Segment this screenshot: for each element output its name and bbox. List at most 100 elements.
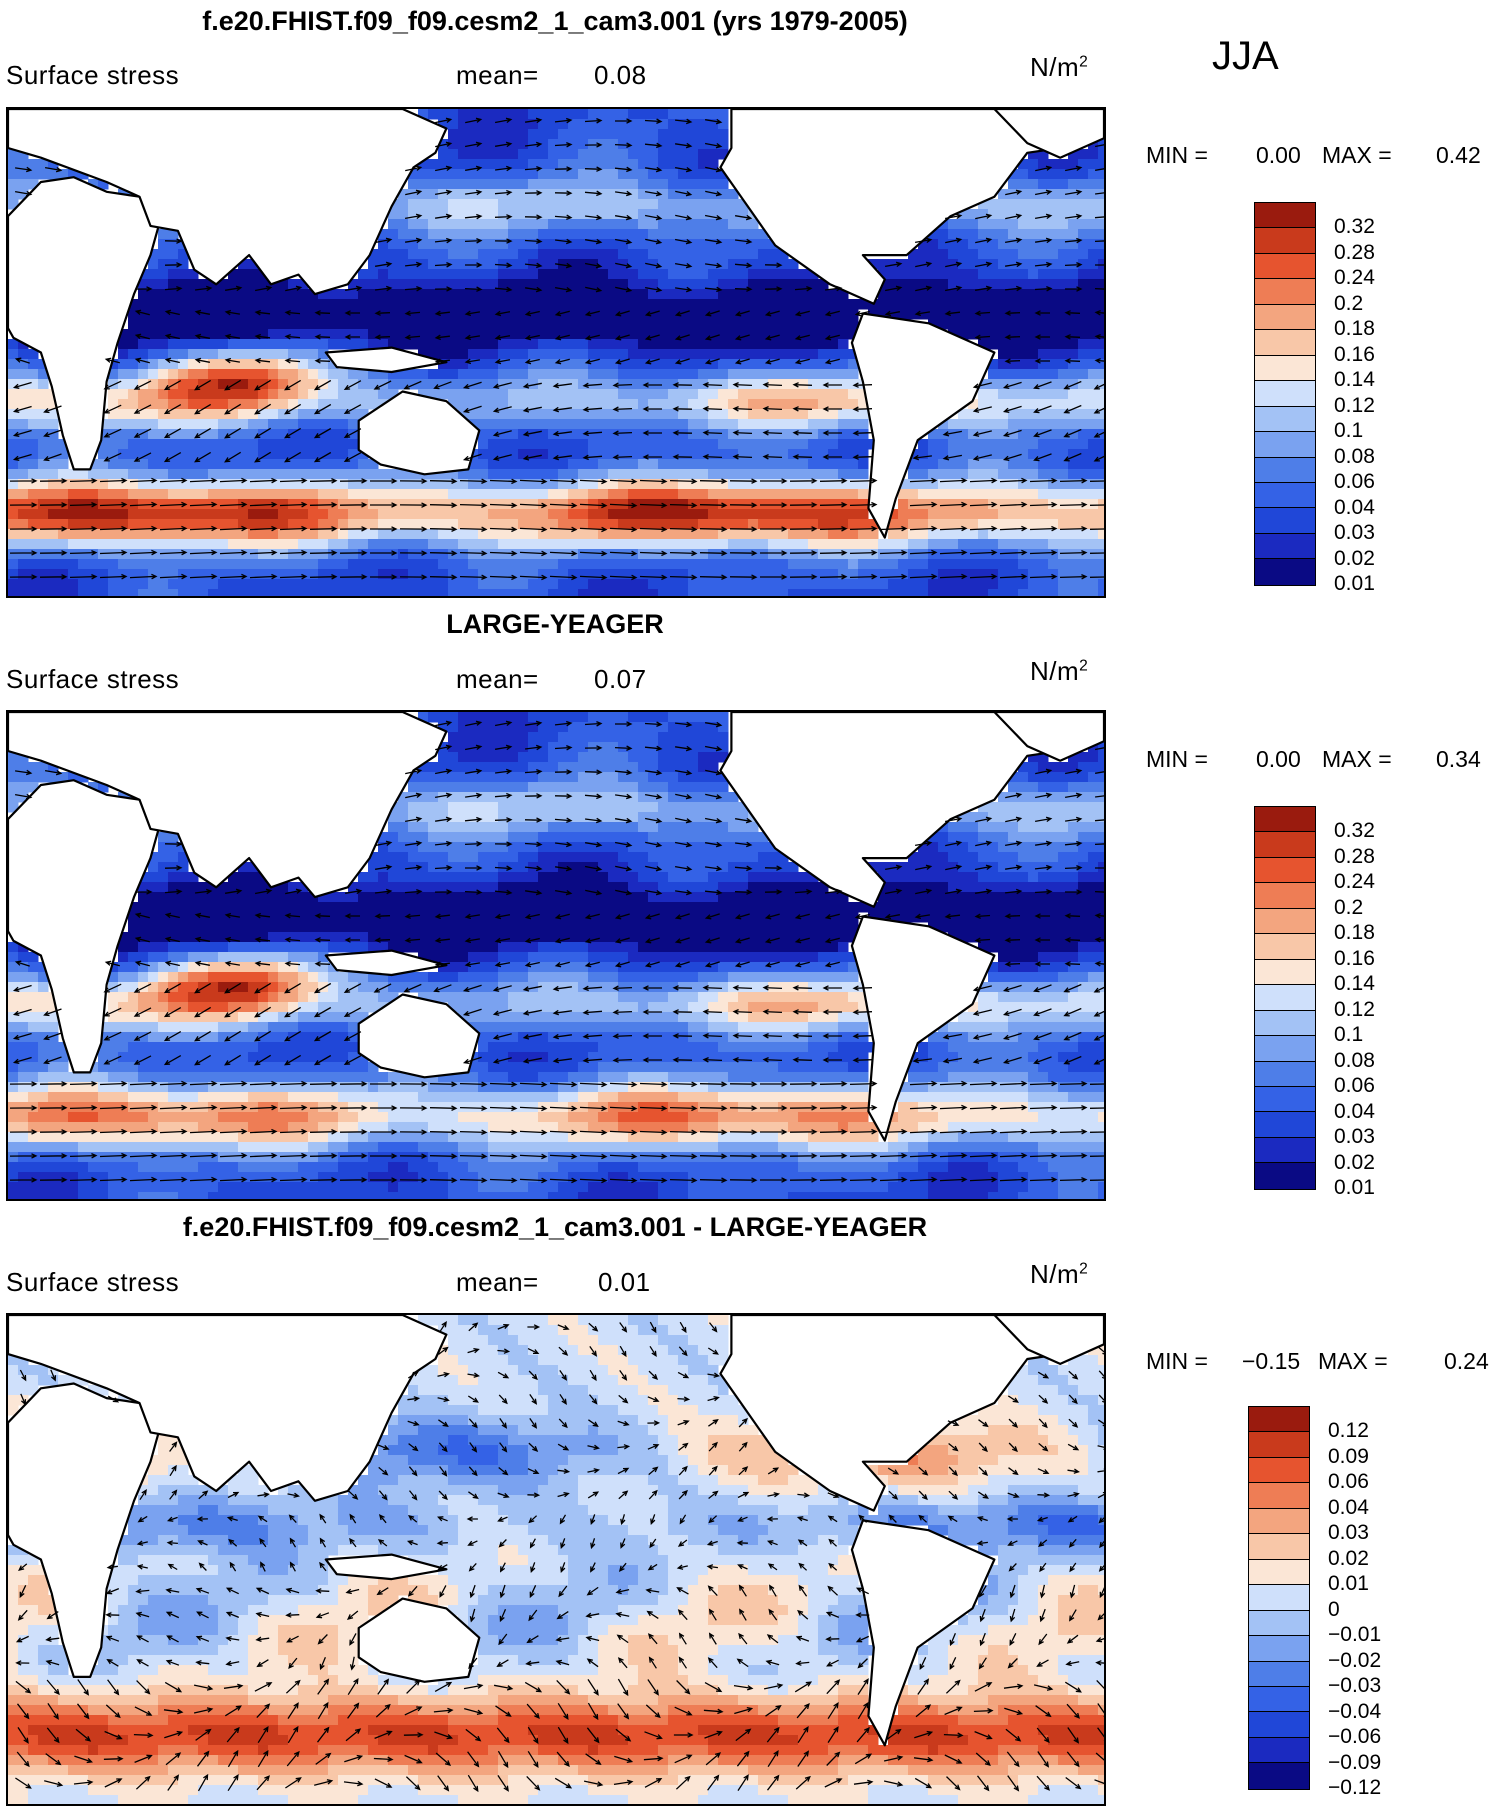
field-cell	[8, 772, 19, 783]
field-cell	[408, 209, 419, 220]
field-cell	[1018, 259, 1029, 270]
field-cell	[538, 559, 549, 570]
field-cell	[448, 199, 459, 210]
stress-vector	[464, 141, 483, 148]
field-cell	[828, 509, 839, 520]
field-cell	[448, 812, 459, 823]
field-cell	[598, 772, 609, 783]
field-cell	[488, 399, 499, 410]
field-cell	[528, 732, 539, 743]
stress-vector	[674, 238, 693, 245]
field-cell	[928, 469, 939, 480]
field-cell	[708, 249, 719, 260]
field-cell	[598, 169, 609, 180]
field-cell	[258, 479, 269, 490]
field-cell	[748, 489, 759, 500]
field-cell	[588, 319, 599, 330]
field-cell	[418, 529, 429, 540]
stress-vector	[254, 379, 272, 391]
field-cell	[228, 569, 239, 580]
field-cell	[968, 489, 979, 500]
field-cell	[348, 559, 359, 570]
field-cell	[388, 249, 399, 260]
field-cell	[608, 309, 619, 320]
field-cell	[108, 479, 119, 490]
field-cell	[648, 419, 659, 430]
field-cell	[1048, 559, 1059, 570]
stress-vector	[762, 430, 783, 436]
field-cell	[478, 209, 489, 220]
field-cell	[448, 259, 459, 270]
stress-vector	[642, 454, 662, 460]
field-cell	[68, 539, 79, 550]
stress-vector	[999, 477, 1028, 484]
field-cell	[288, 429, 299, 440]
field-cell	[898, 489, 909, 500]
field-cell	[378, 319, 389, 330]
field-cell	[698, 782, 709, 793]
field-cell	[558, 109, 569, 120]
field-cell	[378, 309, 389, 320]
field-cell	[1078, 489, 1089, 500]
field-cell	[928, 259, 939, 270]
field-cell	[298, 439, 309, 450]
field-cell	[648, 469, 659, 480]
field-cell	[28, 179, 39, 190]
field-cell	[558, 519, 569, 530]
field-cell	[238, 409, 249, 420]
field-cell	[1098, 439, 1104, 450]
field-cell	[1038, 519, 1049, 530]
field-cell	[988, 399, 999, 410]
field-cell	[388, 529, 399, 540]
stress-vector	[1093, 383, 1104, 390]
field-cell	[528, 589, 539, 596]
field-cell	[888, 559, 899, 570]
field-cell	[668, 732, 679, 743]
field-cell	[348, 469, 359, 480]
field-cell	[588, 179, 599, 190]
field-cell	[158, 589, 169, 596]
stress-vector	[434, 237, 453, 244]
stress-vector	[434, 310, 450, 317]
field-cell	[318, 349, 329, 360]
field-cell	[648, 229, 659, 240]
land-mass	[357, 390, 481, 476]
field-cell	[18, 449, 29, 460]
field-cell	[398, 309, 409, 320]
field-cell	[1008, 219, 1019, 230]
stress-vector	[824, 334, 840, 341]
field-cell	[508, 589, 519, 596]
field-cell	[58, 449, 69, 460]
field-cell	[268, 369, 279, 380]
field-cell	[628, 179, 639, 190]
field-cell	[388, 479, 399, 490]
field-cell	[398, 219, 409, 230]
field-cell	[1068, 449, 1079, 460]
field-cell	[488, 299, 499, 310]
stress-vector	[224, 451, 242, 463]
field-cell	[608, 289, 619, 300]
field-cell	[148, 509, 159, 520]
field-cell	[198, 479, 209, 490]
stress-vector	[764, 334, 780, 341]
field-cell	[548, 129, 559, 140]
field-cell	[468, 509, 479, 520]
field-cell	[628, 239, 639, 250]
field-cell	[678, 109, 689, 120]
field-cell	[708, 459, 719, 470]
field-cell	[518, 309, 529, 320]
field-cell	[428, 812, 439, 823]
stress-vector	[549, 526, 578, 533]
field-cell	[928, 449, 939, 460]
field-cell	[768, 269, 779, 280]
field-cell	[558, 209, 569, 220]
field-cell	[298, 339, 309, 350]
field-cell	[768, 449, 779, 460]
field-cell	[138, 329, 149, 340]
stress-vector	[435, 117, 453, 124]
field-cell	[1068, 772, 1079, 783]
field-cell	[628, 369, 639, 380]
field-cell	[98, 569, 109, 580]
field-cell	[1078, 772, 1089, 783]
field-cell	[848, 409, 859, 420]
